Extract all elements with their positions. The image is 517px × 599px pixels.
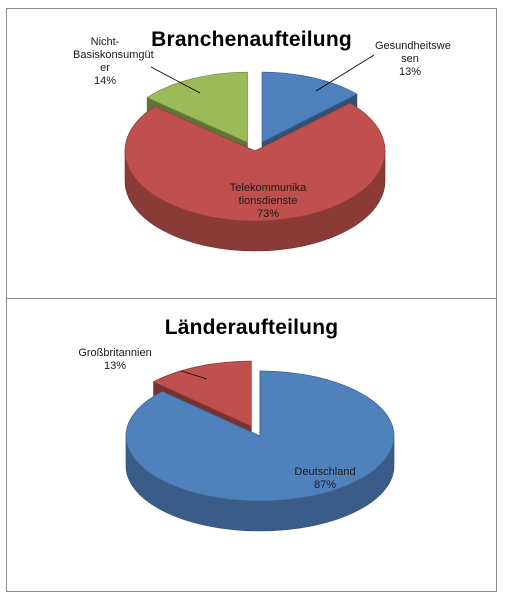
- slice-grossbritannien: [152, 360, 252, 427]
- label-line: tionsdienste: [238, 195, 298, 207]
- label-value: 73%: [256, 208, 280, 220]
- chart-title: Länderaufteilung: [164, 316, 339, 339]
- label-line: Gesundheitswe: [375, 40, 451, 52]
- data-label-gesundheitswesen: Gesundheitswe sen 13%: [375, 40, 451, 79]
- slice-nicht-basiskonsumgueter: [146, 71, 248, 143]
- label-value: 14%: [93, 75, 117, 87]
- label-line: Telekommunika: [229, 182, 307, 194]
- label-line: Basiskonsumgüt: [73, 49, 154, 61]
- data-label-grossbritannien: Großbritannien 13%: [69, 347, 161, 373]
- slice-deutschland: [125, 370, 395, 502]
- label-line: er: [100, 62, 110, 74]
- label-value: 13%: [398, 66, 422, 78]
- leader-line: [180, 370, 208, 380]
- chart-branchenaufteilung: Branchenaufteilung Telekommunika tionsdi…: [6, 8, 497, 300]
- slice-gesundheitswesen: [261, 71, 358, 143]
- label-line: Deutschland: [294, 466, 356, 478]
- data-label-nicht-basiskonsumgueter: Nicht- Basiskonsumgüt er 14%: [73, 36, 154, 88]
- data-label-telekommunikation: Telekommunika tionsdienste 73%: [213, 182, 323, 221]
- label-line: sen: [401, 53, 419, 65]
- data-label-deutschland: Deutschland 87%: [275, 466, 375, 492]
- leader-line: [150, 66, 201, 94]
- leader-line: [315, 54, 375, 92]
- slice-telekommunikationsdienste: [124, 102, 386, 222]
- label-line: Nicht-: [90, 36, 120, 48]
- label-line: Großbritannien: [78, 347, 152, 359]
- chart-title: Branchenaufteilung: [151, 28, 352, 51]
- label-value: 13%: [103, 360, 127, 372]
- pie-chart-laender: [125, 360, 395, 532]
- label-value: 87%: [313, 479, 337, 491]
- chart-laenderaufteilung: Länderaufteilung Deutschland 87% Großbri…: [6, 298, 497, 592]
- pie-chart-branchen: [124, 54, 386, 252]
